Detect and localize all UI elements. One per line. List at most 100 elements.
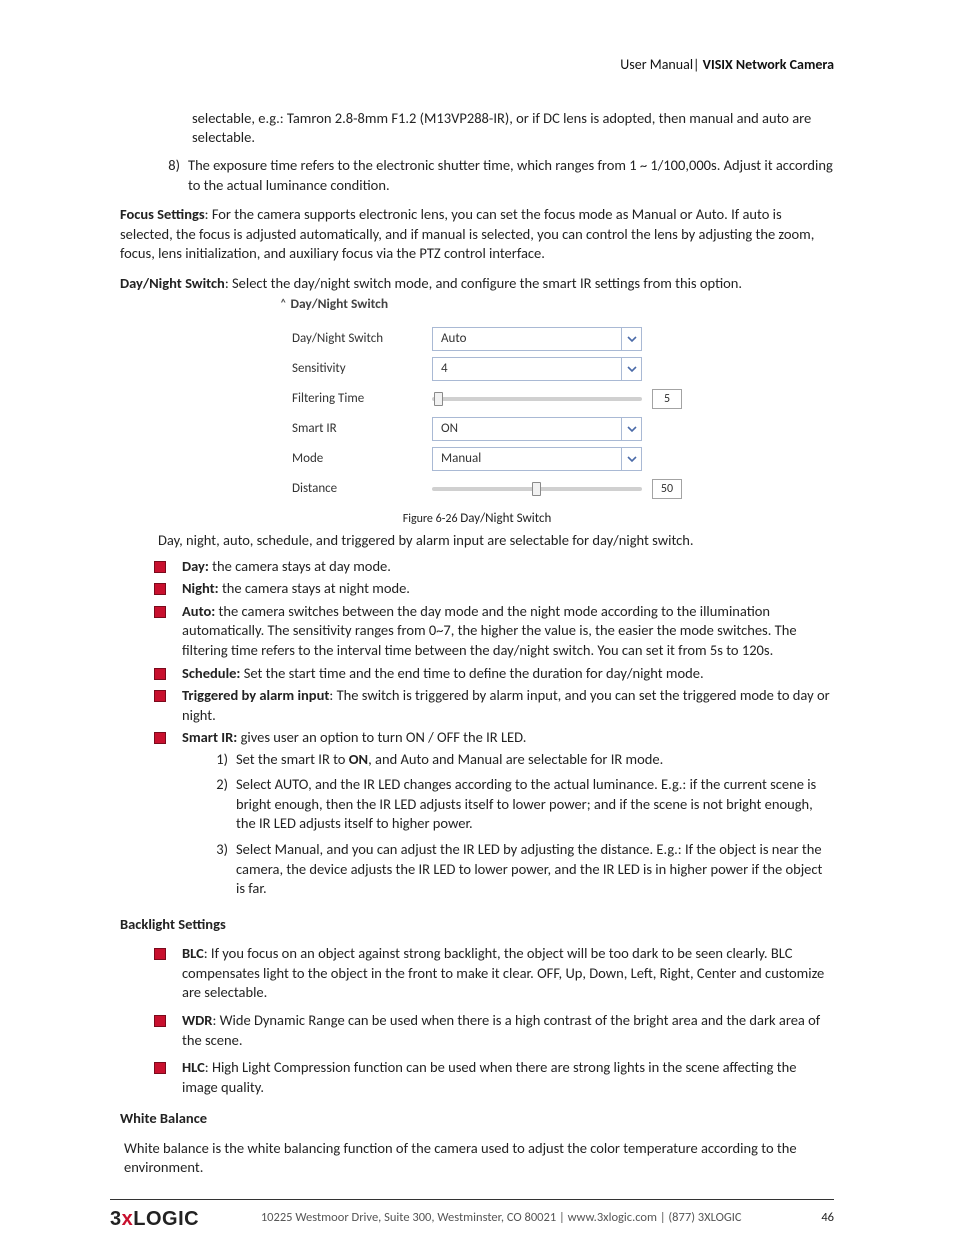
t1b: ON — [349, 750, 368, 768]
dropdown-arrow-icon — [621, 358, 641, 380]
figure-caption: Figure 6-26 Day/Night Switch — [120, 510, 834, 528]
bullet-text: the camera stays at day mode. — [209, 557, 391, 575]
slider-thumb[interactable] — [434, 392, 443, 406]
label-dn: Day/Night Switch — [292, 330, 432, 348]
day-night-panel: Day/Night Switch Auto Sensitivity 4 Filt… — [292, 324, 792, 504]
bullet-head: Schedule: — [182, 664, 240, 682]
focus-text: : For the camera supports electronic len… — [120, 205, 814, 262]
row-sensitivity: Sensitivity 4 — [292, 354, 792, 384]
bullet-smart-ir: Smart IR: gives user an option to turn O… — [154, 728, 834, 905]
dropdown-arrow-icon — [621, 448, 641, 470]
bullet-text: the camera switches between the day mode… — [182, 602, 797, 659]
bullet-text: the camera stays at night mode. — [219, 579, 410, 597]
sub-item-2: 2) Select AUTO, and the IR LED changes a… — [210, 775, 834, 834]
square-bullet-icon — [154, 583, 166, 595]
header-left: User Manual| — [620, 56, 699, 73]
slider-track — [432, 397, 642, 401]
panel-title-row: ˄Day/Night Switch — [280, 295, 834, 313]
backlight-list: BLC: If you focus on an object against s… — [154, 944, 834, 1097]
row-filtering: Filtering Time 5 — [292, 384, 792, 414]
bullet-auto: Auto: the camera switches between the da… — [154, 602, 834, 661]
select-value: Auto — [441, 330, 466, 348]
square-bullet-icon — [154, 948, 166, 960]
bullet-text: : High Light Compression function can be… — [182, 1058, 796, 1096]
bullet-text: gives user an option to turn ON / OFF th… — [237, 728, 526, 746]
wb-text: White balance is the white balancing fun… — [124, 1139, 834, 1178]
bullet-head: Day: — [182, 557, 209, 575]
smart-ir-sublist: 1) Set the smart IR to ON, and Auto and … — [210, 750, 834, 899]
sub-text: Select AUTO, and the IR LED changes acco… — [236, 775, 834, 834]
slider-thumb[interactable] — [532, 482, 541, 496]
bullet-triggered: Triggered by alarm input: The switch is … — [154, 686, 834, 725]
dropdown-arrow-icon — [621, 328, 641, 350]
bullet-hlc: HLC: High Light Compression function can… — [154, 1058, 834, 1097]
figure-title: Day/Night Switch — [460, 511, 551, 526]
bullet-text: : If you focus on an object against stro… — [182, 944, 824, 1001]
bullet-head: BLC — [182, 944, 204, 962]
label-ir: Smart IR — [292, 420, 432, 438]
bullet-day: Day: the camera stays at day mode. — [154, 557, 834, 577]
sub-item-3: 3) Select Manual, and you can adjust the… — [210, 840, 834, 899]
header-right: VISIX Network Camera — [700, 56, 834, 73]
square-bullet-icon — [154, 732, 166, 744]
panel-title: Day/Night Switch — [290, 295, 388, 312]
bullet-text: Set the start time and the end time to d… — [240, 664, 703, 682]
list-body: The exposure time refers to the electron… — [188, 156, 834, 195]
dropdown-arrow-icon — [621, 418, 641, 440]
select-mode[interactable]: Manual — [432, 447, 642, 471]
dn-text: : Select the day/night switch mode, and … — [225, 274, 742, 292]
list-number: 8) — [158, 156, 188, 195]
page-footer: 3xLOGIC 10225 Westmoor Drive, Suite 300,… — [0, 1199, 954, 1235]
sub-num: 1) — [210, 750, 236, 770]
slider-value-filtering: 5 — [652, 389, 682, 409]
footer-logo: 3xLOGIC — [110, 1206, 199, 1233]
bullet-head: Night: — [182, 579, 219, 597]
dn-after-text: Day, night, auto, schedule, and triggere… — [158, 531, 834, 551]
page-number: 46 — [821, 1206, 834, 1233]
square-bullet-icon — [154, 606, 166, 618]
select-ir[interactable]: ON — [432, 417, 642, 441]
square-bullet-icon — [154, 690, 166, 702]
footer-rule — [110, 1199, 834, 1200]
select-value: Manual — [441, 450, 481, 468]
dn-bullet-list: Day: the camera stays at day mode. Night… — [154, 557, 834, 905]
t1a: Set the smart IR to — [236, 750, 349, 768]
dn-label: Day/Night Switch — [120, 274, 225, 292]
bullet-head: Auto: — [182, 602, 215, 620]
footer-address: 10225 Westmoor Drive, Suite 300, Westmin… — [199, 1206, 803, 1233]
sub-num: 3) — [210, 840, 236, 899]
bullet-head: WDR — [182, 1011, 212, 1029]
backlight-title: Backlight Settings — [120, 915, 834, 935]
square-bullet-icon — [154, 668, 166, 680]
select-sens[interactable]: 4 — [432, 357, 642, 381]
figure-number: Figure 6-26 — [403, 512, 461, 526]
dn-intro: Day/Night Switch: Select the day/night s… — [120, 274, 834, 294]
bullet-schedule: Schedule: Set the start time and the end… — [154, 664, 834, 684]
page: User Manual| VISIX Network Camera select… — [0, 0, 954, 1178]
bullet-wdr: WDR: Wide Dynamic Range can be used when… — [154, 1011, 834, 1050]
select-value: 4 — [441, 360, 448, 378]
label-dist: Distance — [292, 480, 432, 498]
list-item-8: 8) The exposure time refers to the elect… — [158, 156, 834, 195]
square-bullet-icon — [154, 1062, 166, 1074]
focus-label: Focus Settings — [120, 205, 205, 223]
bullet-blc: BLC: If you focus on an object against s… — [154, 944, 834, 1003]
t1c: , and Auto and Manual are selectable for… — [368, 750, 663, 768]
square-bullet-icon — [154, 1015, 166, 1027]
row-smart-ir: Smart IR ON — [292, 414, 792, 444]
row-mode: Mode Manual — [292, 444, 792, 474]
focus-settings-para: Focus Settings: For the camera supports … — [120, 205, 834, 264]
select-dn[interactable]: Auto — [432, 327, 642, 351]
continuation-text: selectable, e.g.: Tamron 2.8-8mm F1.2 (M… — [192, 109, 834, 148]
slider-filtering[interactable] — [432, 394, 642, 404]
row-dn-switch: Day/Night Switch Auto — [292, 324, 792, 354]
slider-distance[interactable] — [432, 484, 642, 494]
label-sens: Sensitivity — [292, 360, 432, 378]
square-bullet-icon — [154, 561, 166, 573]
label-mode: Mode — [292, 450, 432, 468]
sub-num: 2) — [210, 775, 236, 834]
label-filt: Filtering Time — [292, 390, 432, 408]
slider-value-distance: 50 — [652, 479, 682, 499]
bullet-night: Night: the camera stays at night mode. — [154, 579, 834, 599]
bullet-head: HLC — [182, 1058, 205, 1076]
